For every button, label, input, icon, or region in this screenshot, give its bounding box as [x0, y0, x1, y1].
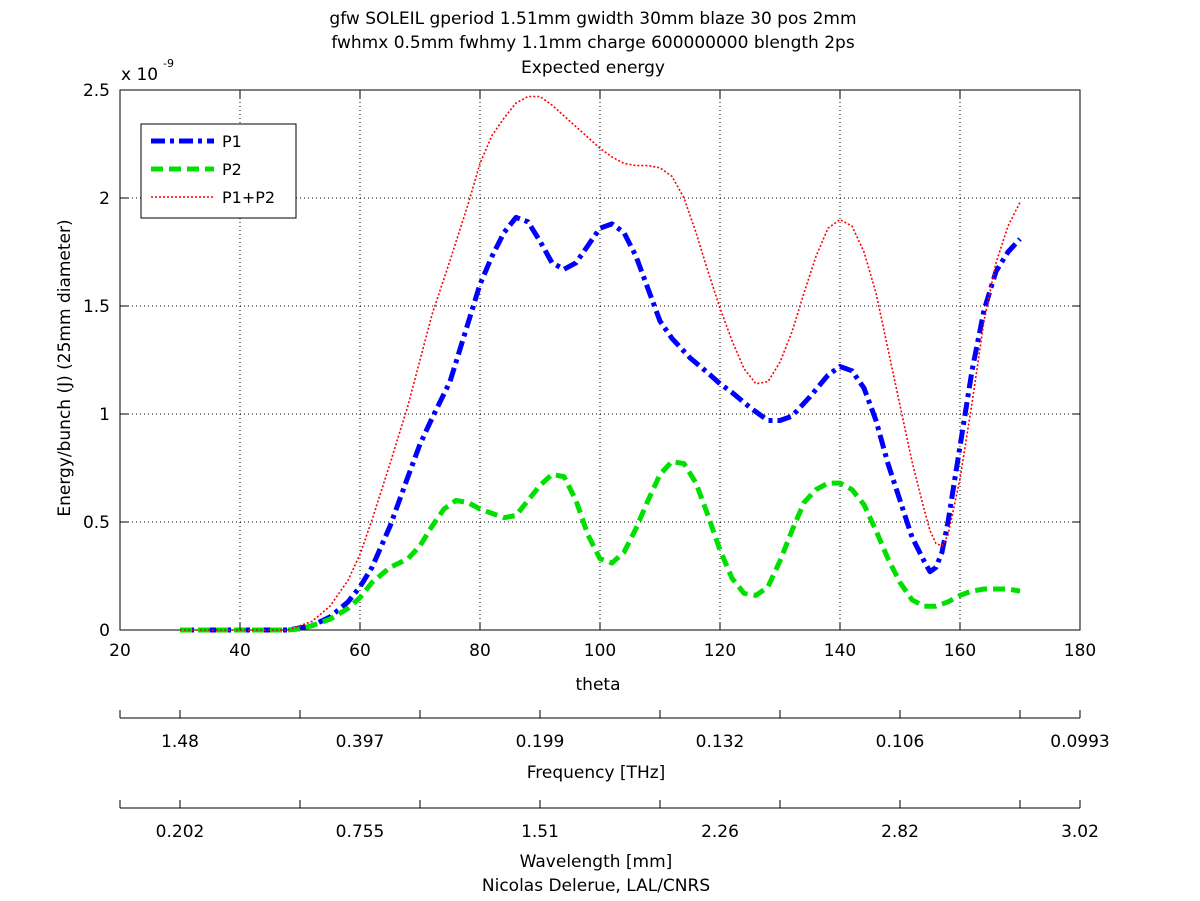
- series-line-p1-p2: [180, 95, 1021, 631]
- y-tick-label: 0: [99, 621, 110, 641]
- y-exponent-prefix: x 10: [121, 65, 158, 85]
- legend-label: P2: [222, 160, 242, 179]
- secondary-axis-tick-label: 0.0993: [1050, 732, 1109, 752]
- chart-title-line-3: Expected energy: [521, 58, 665, 78]
- legend-label: P1: [222, 132, 242, 151]
- x-tick-label: 40: [229, 641, 251, 661]
- y-axis-label: Energy/bunch (J) (25mm diameter): [55, 219, 75, 516]
- x-axis-ticks: 20 40 60 80 100 120 140 160 180: [109, 90, 1096, 661]
- secondary-axis-tick-label: 0.202: [156, 822, 205, 842]
- secondary-axis-tick-label: 1.48: [161, 732, 199, 752]
- x-tick-label: 20: [109, 641, 131, 661]
- secondary-axis-tick-label: 1.51: [521, 822, 559, 842]
- y-tick-label: 1.5: [83, 297, 110, 317]
- x-tick-label: 160: [944, 641, 976, 661]
- secondary-axis-tick-label: 2.82: [881, 822, 919, 842]
- chart-title-line-1: gfw SOLEIL gperiod 1.51mm gwidth 30mm bl…: [329, 9, 856, 29]
- chart-titles: gfw SOLEIL gperiod 1.51mm gwidth 30mm bl…: [329, 9, 856, 78]
- wavelength-axis: 0.202 0.755 1.51 2.26 2.82 3.02: [119, 800, 1099, 842]
- credit-text: Nicolas Delerue, LAL/CNRS: [482, 876, 710, 896]
- legend: P1 P2 P1+P2: [140, 123, 297, 219]
- wavelength-axis-label: Wavelength [mm]: [520, 852, 673, 872]
- y-tick-label: 1: [99, 405, 110, 425]
- x-tick-label: 60: [349, 641, 371, 661]
- secondary-axis-tick-label: 0.132: [696, 732, 745, 752]
- x-tick-label: 140: [824, 641, 856, 661]
- x-tick-label: 120: [704, 641, 736, 661]
- legend-label: P1+P2: [222, 188, 275, 207]
- y-axis-exponent: x 10 -9: [121, 57, 174, 85]
- secondary-axis-tick-label: 3.02: [1061, 822, 1099, 842]
- secondary-axis-tick-label: 0.199: [516, 732, 565, 752]
- x-tick-label: 180: [1064, 641, 1096, 661]
- secondary-axis-tick-label: 0.755: [336, 822, 385, 842]
- y-axis-ticks: 0 0.5 1 1.5 2 2.5: [83, 81, 1080, 641]
- y-tick-label: 0.5: [83, 513, 110, 533]
- x-tick-label: 100: [584, 641, 616, 661]
- secondary-axis-tick-label: 2.26: [701, 822, 739, 842]
- x-tick-label: 80: [469, 641, 491, 661]
- y-exponent-power: -9: [163, 57, 174, 70]
- legend-box: [140, 123, 297, 219]
- chart-title-line-2: fwhmx 0.5mm fwhmy 1.1mm charge 600000000…: [331, 33, 855, 53]
- y-tick-label: 2: [99, 189, 110, 209]
- x-axis-label: theta: [576, 675, 621, 695]
- chart-series: [180, 95, 1022, 633]
- secondary-axis-tick-label: 0.397: [336, 732, 385, 752]
- series-line-p2: [180, 459, 1021, 633]
- series-line-p1: [180, 214, 1022, 633]
- frequency-axis-label: Frequency [THz]: [527, 763, 666, 783]
- frequency-axis: 1.48 0.397 0.199 0.132 0.106 0.0993: [119, 710, 1110, 752]
- y-tick-label: 2.5: [83, 81, 110, 101]
- secondary-axis-tick-label: 0.106: [876, 732, 925, 752]
